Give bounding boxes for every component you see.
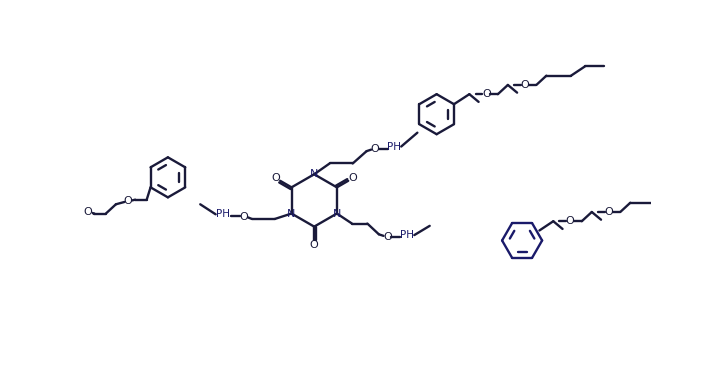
Text: O: O [383,233,392,242]
Text: PH: PH [387,142,401,152]
Text: PH: PH [400,230,415,240]
Text: O: O [605,207,613,217]
Text: O: O [482,89,491,99]
Text: O: O [124,196,133,206]
Text: O: O [349,173,357,183]
Text: O: O [370,144,379,154]
Text: O: O [521,80,529,90]
Text: N: N [287,209,296,219]
Text: N: N [333,209,341,219]
Text: O: O [240,212,249,222]
Text: N: N [310,169,318,179]
Text: O: O [566,216,575,226]
Text: PH: PH [216,209,231,219]
Text: O: O [83,207,92,217]
Text: O: O [310,240,318,250]
Text: O: O [271,173,280,183]
